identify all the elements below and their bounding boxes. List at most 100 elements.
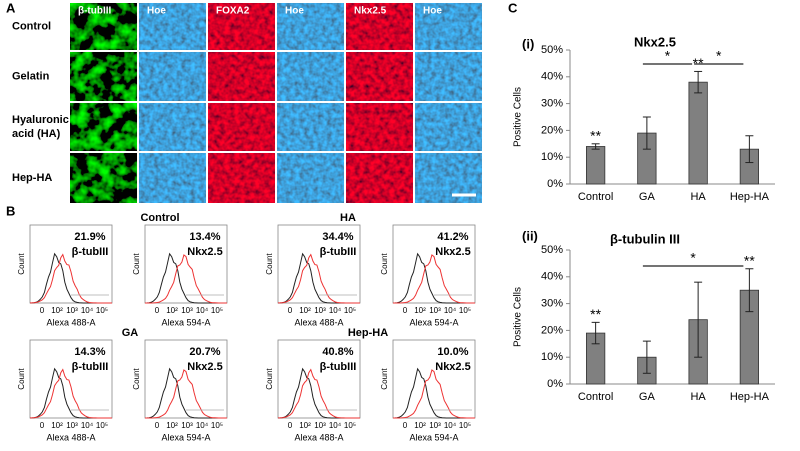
micrograph — [346, 52, 413, 101]
y-label: Count — [132, 253, 141, 275]
column-header: FOXA2 — [216, 6, 250, 17]
y-label: Count — [380, 253, 389, 275]
column-header: Hoe — [147, 6, 166, 17]
x-label: Alexa 488-A — [294, 432, 343, 442]
marker: Nkx2.5 — [435, 246, 470, 258]
micrograph — [70, 3, 137, 50]
x-tick-label: 10² — [51, 421, 63, 430]
y-tick-label: 30% — [541, 298, 563, 310]
x-label: Alexa 594-A — [161, 317, 210, 327]
x-tick-label: HA — [690, 191, 706, 203]
significance: ** — [590, 128, 601, 144]
marker: β-tubIII — [320, 246, 357, 258]
y-label: Count — [17, 253, 26, 275]
column-header: Hoe — [423, 6, 442, 17]
y-tick-label: 50% — [541, 44, 563, 56]
row-label: acid (HA) — [12, 128, 61, 140]
micrograph — [139, 103, 206, 151]
error-bar — [642, 340, 651, 374]
x-tick-label: 0 — [403, 306, 408, 315]
x-tick-label: 10⁵ — [344, 421, 356, 430]
y-tick-label: 0% — [547, 378, 563, 390]
x-tick-label: GA — [639, 391, 656, 403]
y-tick-label: 40% — [541, 71, 563, 83]
error-bar — [591, 321, 600, 345]
panel-label: B — [6, 203, 15, 218]
percent: 14.3% — [74, 346, 105, 358]
panel-label: C — [508, 0, 518, 15]
x-label: Alexa 488-A — [46, 317, 95, 327]
percent: 20.7% — [189, 346, 220, 358]
significance: ** — [590, 306, 601, 322]
histogram-stained — [278, 368, 360, 419]
x-tick-label: Control — [578, 191, 613, 203]
x-tick-label: 10³ — [314, 306, 326, 315]
histogram-stained — [393, 369, 475, 419]
x-tick-label: 10³ — [314, 421, 326, 430]
x-tick-label: 0 — [40, 306, 45, 315]
x-tick-label: 10⁵ — [459, 306, 471, 315]
percent: 13.4% — [189, 231, 220, 243]
x-tick-label: 0 — [288, 421, 293, 430]
histogram-stained — [30, 368, 112, 419]
x-tick-label: 10² — [299, 306, 311, 315]
x-label: Alexa 488-A — [46, 432, 95, 442]
x-tick-label: GA — [639, 191, 656, 203]
percent: 40.8% — [322, 346, 353, 358]
x-tick-label: Control — [578, 391, 613, 403]
x-tick-label: 10⁵ — [96, 421, 108, 430]
x-tick-label: 10⁴ — [196, 306, 209, 315]
group-title: Hep-HA — [348, 327, 388, 339]
bar — [586, 146, 606, 185]
micrograph — [70, 103, 137, 151]
x-label: Alexa 594-A — [409, 432, 458, 442]
x-label: Alexa 594-A — [409, 317, 458, 327]
x-tick-label: 10³ — [66, 306, 78, 315]
error-bar — [745, 268, 754, 313]
x-tick-label: 10² — [414, 306, 426, 315]
percent: 41.2% — [437, 231, 468, 243]
micrograph — [277, 103, 344, 151]
x-tick-label: 10² — [166, 306, 178, 315]
x-tick-label: 10² — [166, 421, 178, 430]
x-tick-label: 10⁴ — [444, 421, 457, 430]
micrograph — [70, 52, 137, 101]
significance: ** — [693, 55, 704, 71]
y-label: Count — [265, 368, 274, 390]
x-tick-label: 10² — [51, 306, 63, 315]
x-label: Alexa 594-A — [161, 432, 210, 442]
micrograph — [346, 153, 413, 203]
y-label: Count — [265, 253, 274, 275]
y-label: Count — [380, 368, 389, 390]
x-tick-label: 0 — [155, 421, 160, 430]
x-label: Alexa 488-A — [294, 317, 343, 327]
error-bar — [642, 116, 651, 150]
marker: β-tubIII — [320, 361, 357, 373]
micrograph — [208, 153, 275, 203]
x-tick-label: 10⁴ — [329, 306, 342, 315]
micrograph — [415, 3, 482, 50]
histogram-frame — [392, 339, 476, 419]
x-tick-label: Hep-HA — [730, 391, 770, 403]
x-tick-label: 0 — [40, 421, 45, 430]
chart-label: (ii) — [522, 228, 538, 243]
x-tick-label: 10⁵ — [459, 421, 471, 430]
x-tick-label: 10⁵ — [211, 421, 223, 430]
significance: * — [665, 48, 671, 64]
column-header: Hoe — [285, 6, 304, 17]
histogram-stained — [393, 254, 475, 304]
significance: * — [716, 48, 722, 64]
y-tick-label: 30% — [541, 98, 563, 110]
error-bar — [694, 281, 703, 358]
chart-label: (i) — [522, 36, 534, 51]
marker: Nkx2.5 — [187, 361, 222, 373]
x-tick-label: 10⁵ — [96, 306, 108, 315]
x-tick-label: HA — [690, 391, 706, 403]
micrograph — [208, 103, 275, 151]
histogram-frame — [29, 339, 113, 419]
micrograph — [346, 3, 413, 50]
percent: 34.4% — [322, 231, 353, 243]
percent: 21.9% — [74, 231, 105, 243]
marker: β-tubIII — [72, 361, 109, 373]
